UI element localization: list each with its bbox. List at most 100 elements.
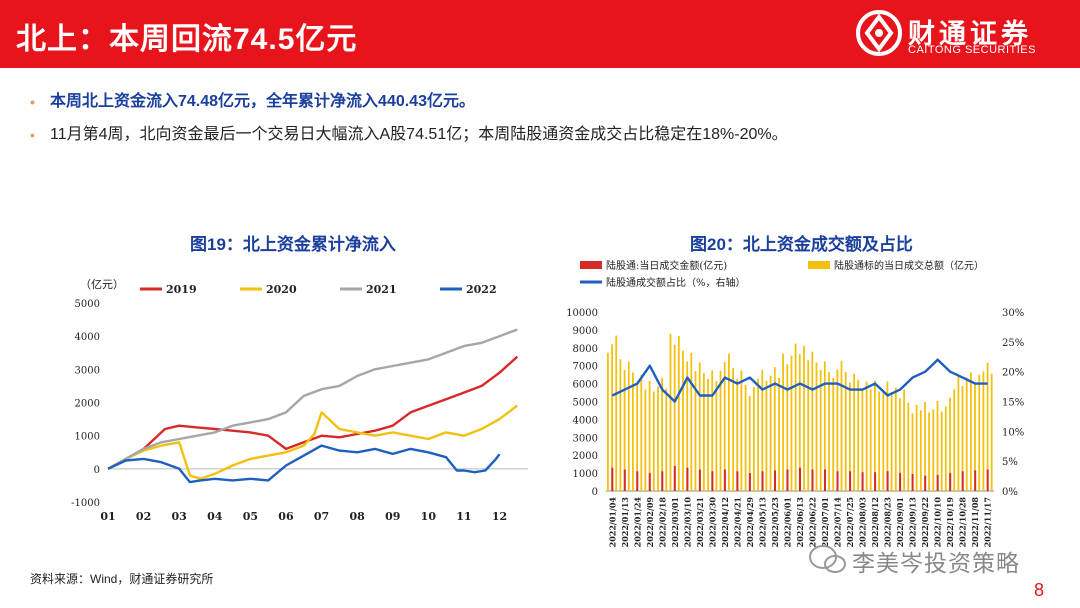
x-tick-label: 2022/03/30	[707, 497, 717, 548]
chart19-cumulative-inflow: （亿元） -1000 0 1000 2000 3000 4000 5000 01 02 03 04 05…	[71, 278, 528, 523]
total-turnover-bar	[970, 372, 972, 491]
y-tick-label: 7000	[573, 362, 598, 373]
y-tick-label: 1000	[573, 469, 598, 480]
total-turnover-bar	[894, 387, 897, 491]
total-turnover-bar	[736, 378, 739, 491]
x-tick-label: 07	[314, 510, 329, 523]
total-turnover-bar	[640, 374, 643, 491]
y-tick-label: 9000	[573, 326, 598, 337]
x-tick-label: 2022/09/01	[895, 497, 905, 547]
northbound-turnover-bar	[636, 471, 639, 491]
northbound-turnover-bar	[861, 472, 864, 491]
x-tick-label: 2022/06/13	[795, 497, 805, 548]
northbound-turnover-bar	[961, 471, 964, 491]
total-turnover-bar	[836, 369, 839, 491]
northbound-turnover-bar	[723, 469, 726, 491]
total-turnover-bar	[623, 370, 626, 491]
x-tick-label: 2022/01/24	[632, 497, 642, 548]
x-tick-label: 01	[100, 510, 115, 523]
total-turnover-bar	[928, 412, 930, 491]
northbound-turnover-bar	[648, 473, 651, 491]
total-turnover-bar	[786, 364, 789, 491]
total-turnover-bar	[632, 372, 634, 491]
x-tick-label: 2022/07/01	[820, 497, 830, 547]
y-tick-label: 2000	[573, 451, 598, 462]
total-turnover-bar	[644, 389, 647, 491]
total-turnover-bar	[607, 352, 609, 491]
total-turnover-bar	[811, 351, 814, 491]
total-turnover-bar	[823, 361, 826, 491]
total-turnover-bar	[861, 390, 864, 491]
northbound-turnover-bar	[974, 470, 977, 491]
total-turnover-bar	[932, 409, 935, 491]
total-turnover-bar	[648, 380, 651, 491]
total-turnover-bar	[940, 411, 943, 491]
x-tick-label: 05	[243, 510, 258, 523]
series-line-2020	[107, 404, 519, 481]
x-tick-label: 2022/02/18	[657, 497, 667, 548]
bullet-list: • 本周北上资金流入74.48亿元，全年累计净流入440.43亿元。 • 11月第4…	[30, 90, 788, 156]
logo-en-text: CAITONG SECURITIES	[908, 44, 1036, 56]
total-turnover-bar	[723, 362, 726, 491]
y-tick-label: 0	[94, 465, 100, 476]
x-tick-label: 06	[278, 510, 294, 523]
x-tick-label: 2022/07/25	[845, 497, 855, 547]
northbound-turnover-bar	[936, 474, 939, 491]
total-turnover-bar	[748, 395, 751, 491]
y-tick-label: -1000	[71, 498, 100, 509]
northbound-turnover-bar	[786, 469, 789, 491]
legend-label: 陆股通成交额占比（%，右轴）	[606, 276, 746, 289]
total-turnover-bar	[773, 367, 776, 491]
bullet-item: • 本周北上资金流入74.48亿元，全年累计净流入440.43亿元。	[30, 90, 788, 123]
total-turnover-bar	[986, 362, 989, 491]
legend-label: 2020	[266, 283, 297, 296]
series-line-2021	[107, 328, 518, 470]
total-turnover-bar	[686, 361, 689, 491]
total-turnover-bar	[619, 359, 622, 491]
northbound-turnover-bar	[849, 471, 852, 491]
x-tick-label: 08	[349, 510, 365, 523]
total-turnover-bar	[982, 371, 985, 491]
x-tick-label: 2022/04/21	[732, 497, 742, 547]
total-turnover-bar	[882, 390, 885, 491]
northbound-turnover-bar	[736, 471, 739, 491]
total-turnover-bar	[853, 373, 855, 491]
northbound-turnover-bar	[673, 465, 676, 491]
northbound-turnover-bar	[748, 473, 751, 491]
total-turnover-bar	[761, 370, 764, 491]
northbound-turnover-bar	[924, 475, 927, 491]
x-tick-label: 2022/04/12	[720, 497, 730, 547]
northbound-turnover-bar	[886, 471, 889, 491]
northbound-turnover-bar	[623, 469, 626, 491]
total-turnover-bar	[840, 360, 843, 491]
x-tick-label: 2022/01/13	[620, 497, 630, 548]
total-turnover-bar	[874, 380, 876, 491]
northbound-turnover-bar	[874, 472, 877, 491]
source-note: 资料来源：Wind，财通证券研究所	[30, 572, 214, 586]
x-tick-label: 2022/05/13	[758, 497, 768, 548]
total-turnover-bar	[878, 391, 880, 491]
logo-cn-text: 财通证券	[908, 19, 1032, 49]
y-tick-label: 1000	[75, 432, 100, 443]
logo-emblem-icon	[856, 10, 902, 56]
total-turnover-bar	[924, 401, 926, 491]
total-turnover-bar	[703, 373, 705, 491]
total-turnover-bar	[798, 354, 801, 491]
y-tick-label: 4000	[75, 332, 100, 343]
total-turnover-bar	[903, 389, 905, 491]
total-turnover-bar	[857, 379, 860, 491]
bullet-text: 本周北上资金流入74.48亿元，全年累计净流入440.43亿元。	[50, 93, 475, 110]
series-line-2019	[107, 355, 519, 470]
total-turnover-bar	[627, 361, 630, 491]
total-turnover-bar	[803, 345, 805, 491]
northbound-turnover-bar	[611, 467, 614, 491]
northbound-turnover-bar	[949, 473, 952, 491]
x-tick-label: 2022/08/23	[883, 497, 893, 548]
y2-tick-label: 10%	[1002, 427, 1024, 438]
total-turnover-bar	[907, 402, 910, 491]
total-turnover-bar	[715, 381, 718, 491]
x-tick-label: 2022/10/19	[945, 497, 955, 548]
total-turnover-bar	[899, 398, 901, 491]
watermark-text: 李美岑投资策略	[852, 550, 1020, 576]
page-number: 8	[1034, 580, 1045, 600]
